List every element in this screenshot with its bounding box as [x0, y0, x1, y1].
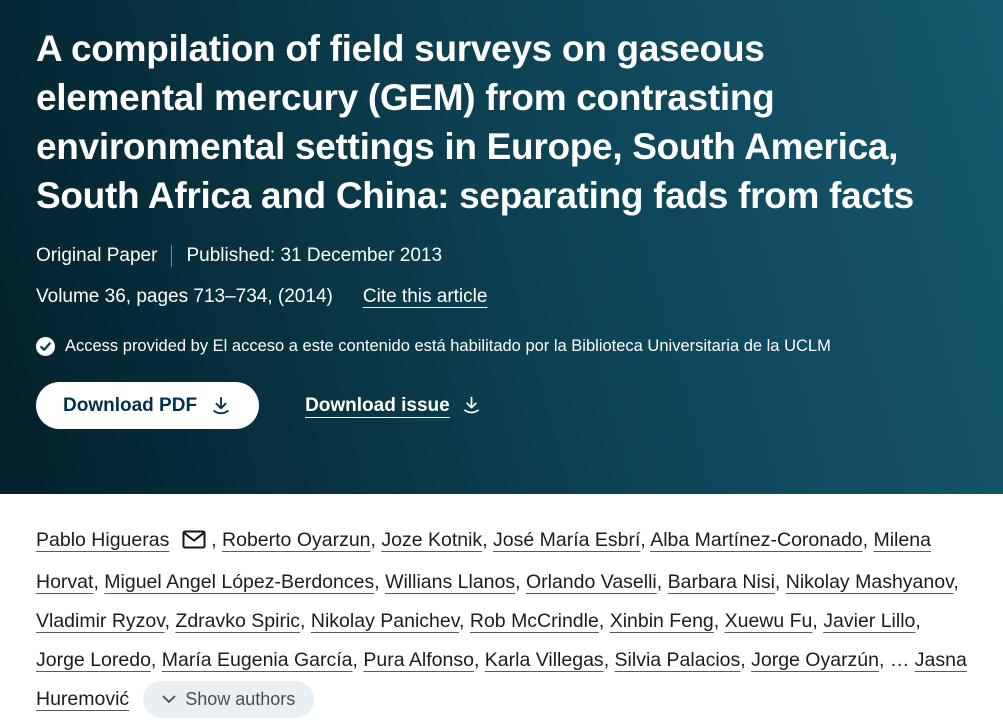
cite-this-article-link[interactable]: Cite this article [362, 286, 488, 307]
author-link[interactable]: Willians Llanos [385, 571, 516, 593]
author-link[interactable]: Miguel Angel López-Berdonces [104, 571, 375, 593]
author-link[interactable]: Roberto Oyarzun [222, 529, 371, 551]
download-pdf-label: Download PDF [63, 394, 198, 416]
author-link[interactable]: Xuewu Fu [724, 610, 813, 632]
check-icon [36, 337, 55, 356]
published-date: Published: 31 December 2013 [186, 245, 443, 266]
author-link[interactable]: Alba Martínez-Coronado [650, 529, 863, 551]
meta-divider [171, 245, 173, 267]
access-note-text: Access provided by El acceso a este cont… [65, 337, 831, 355]
access-note: Access provided by El acceso a este cont… [36, 337, 967, 356]
author-link[interactable]: Zdravko Spiric [175, 610, 301, 632]
article-header: A compilation of field surveys on gaseou… [0, 0, 1003, 494]
volume-pages: Volume 36, pages 713–734, (2014) [36, 286, 333, 307]
actions-row: Download PDF Download issue [36, 382, 967, 429]
show-authors-label: Show authors [185, 689, 296, 710]
author-link[interactable]: Pura Alfonso [363, 649, 474, 671]
authors-section: Pablo Higueras , Roberto Oyarzun, Joze K… [0, 494, 1003, 719]
article-type: Original Paper [36, 245, 158, 266]
author-link[interactable]: Silvia Palacios [614, 649, 741, 671]
author-link[interactable]: Xinbin Feng [609, 610, 714, 632]
author-link[interactable]: José María Esbrí [493, 529, 641, 551]
author-link[interactable]: Karla Villegas [484, 649, 604, 671]
article-meta-row: Original Paper Published: 31 December 20… [36, 245, 967, 267]
download-icon [210, 395, 232, 417]
author-link[interactable]: Pablo Higueras [36, 529, 170, 551]
show-authors-button[interactable]: Show authors [143, 681, 315, 719]
download-pdf-button[interactable]: Download PDF [36, 382, 260, 429]
author-link[interactable]: Orlando Vaselli [525, 571, 657, 593]
download-issue-link[interactable]: Download issue [305, 395, 482, 417]
author-link[interactable]: Jorge Oyarzún [751, 649, 880, 671]
article-title: A compilation of field surveys on gaseou… [36, 28, 914, 216]
author-list: Pablo Higueras , Roberto Oyarzun, Joze K… [36, 521, 967, 719]
author-link[interactable]: Jorge Loredo [36, 649, 151, 671]
volume-row: Volume 36, pages 713–734, (2014) Cite th… [36, 286, 967, 308]
author-link[interactable]: Nikolay Mashyanov [785, 571, 954, 593]
author-link[interactable]: Javier Lillo [823, 610, 916, 632]
author-link[interactable]: Nikolay Panichev [310, 610, 460, 632]
author-link[interactable]: Joze Kotnik [381, 529, 483, 551]
author-link[interactable]: Barbara Nisi [667, 571, 775, 593]
mail-icon[interactable] [182, 524, 206, 563]
author-link[interactable]: Jasna Huremović [36, 649, 967, 710]
chevron-down-icon [162, 695, 176, 704]
download-icon [461, 395, 482, 416]
download-issue-label: Download issue [305, 394, 450, 416]
author-link[interactable]: Rob McCrindle [469, 610, 599, 632]
author-link[interactable]: María Eugenia García [161, 649, 353, 671]
author-link[interactable]: Vladimir Ryzov [36, 610, 165, 632]
author-link[interactable]: Milena Horvat [36, 529, 931, 593]
